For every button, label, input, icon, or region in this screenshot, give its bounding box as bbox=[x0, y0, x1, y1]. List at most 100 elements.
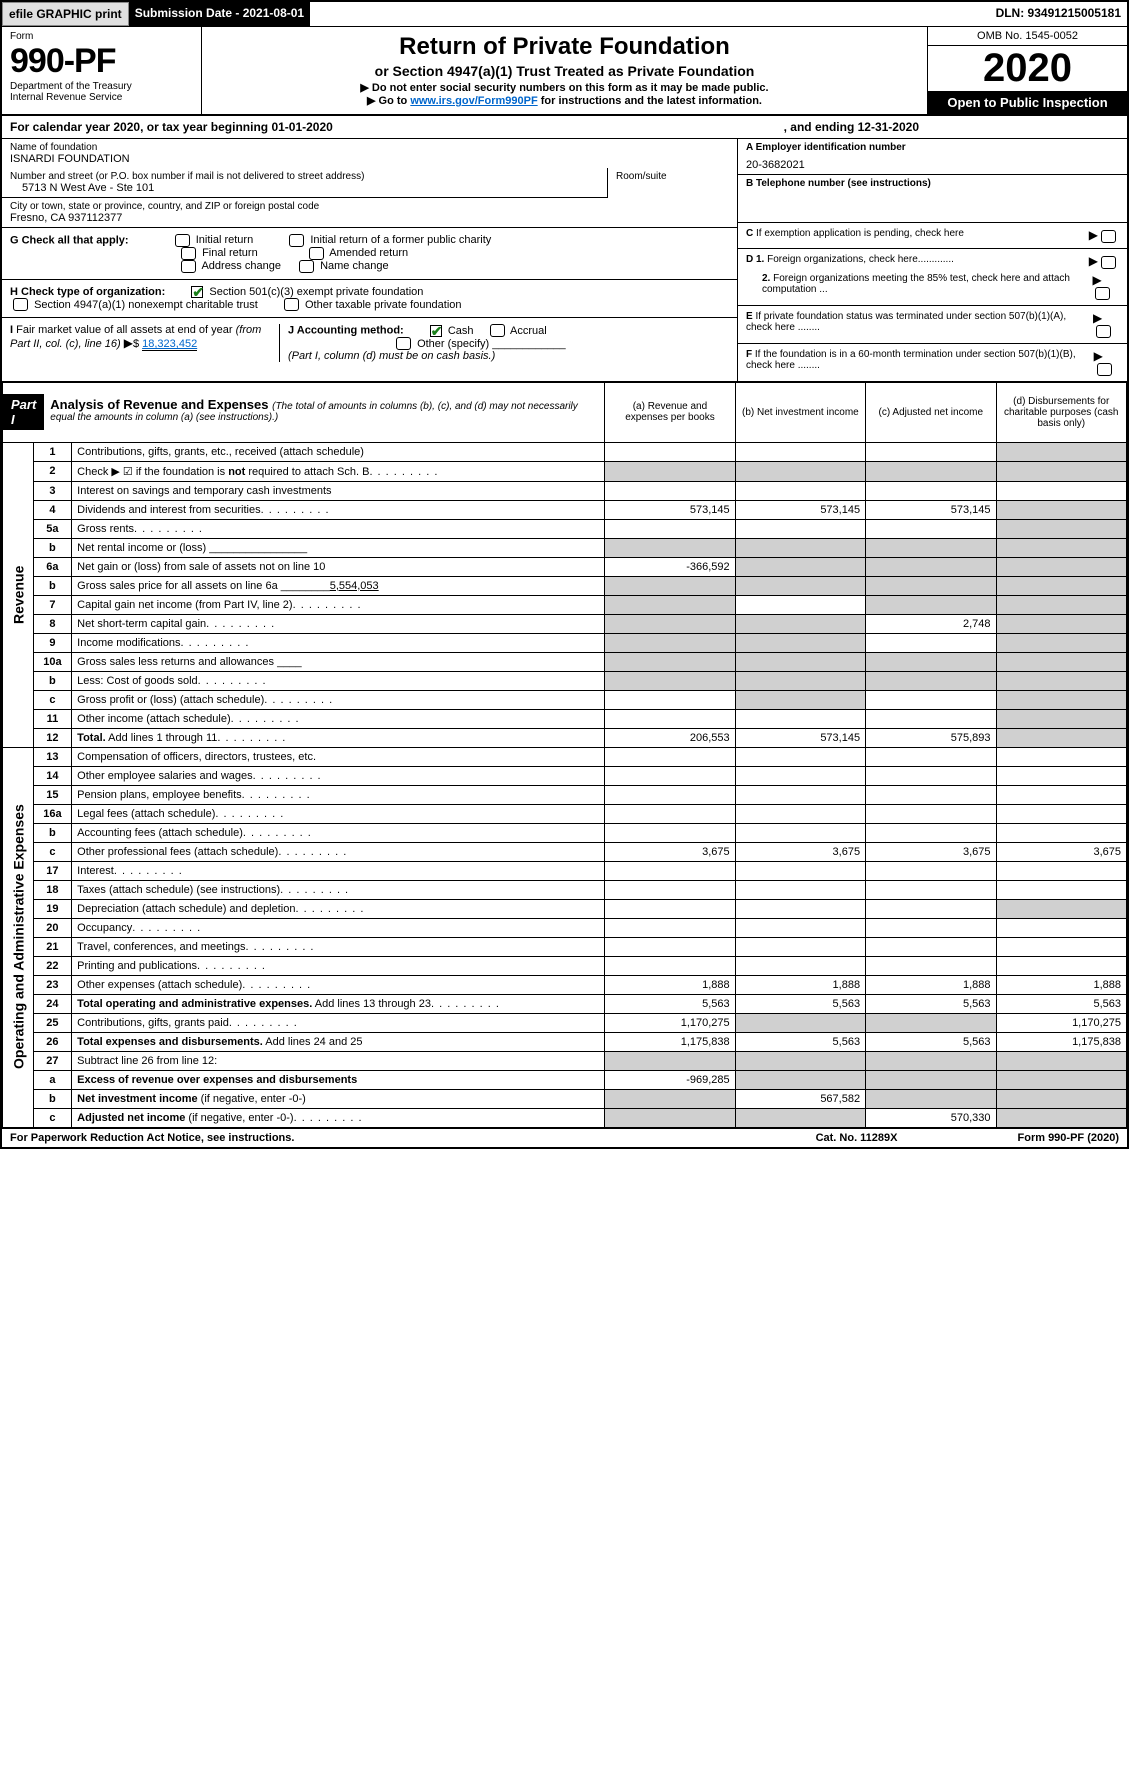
chk-d1[interactable] bbox=[1101, 256, 1116, 269]
amount-cell bbox=[605, 804, 735, 823]
line-description: Excess of revenue over expenses and disb… bbox=[72, 1070, 605, 1089]
amount-cell bbox=[866, 1051, 996, 1070]
amount-cell: 5,563 bbox=[866, 994, 996, 1013]
chk-amended[interactable] bbox=[309, 247, 324, 260]
amount-cell bbox=[735, 576, 865, 595]
footer-left: For Paperwork Reduction Act Notice, see … bbox=[10, 1132, 294, 1144]
amount-cell bbox=[735, 937, 865, 956]
amount-cell: 5,563 bbox=[866, 1032, 996, 1051]
amount-cell bbox=[605, 461, 735, 481]
line-description: Total. Add lines 1 through 11 bbox=[72, 728, 605, 747]
d1-label: Foreign organizations, check here.......… bbox=[767, 254, 954, 265]
opt-other-method: Other (specify) bbox=[417, 338, 489, 350]
chk-501c3[interactable] bbox=[191, 286, 203, 298]
amount-cell bbox=[996, 937, 1127, 956]
chk-4947a1[interactable] bbox=[13, 298, 28, 311]
amount-cell bbox=[996, 500, 1127, 519]
amount-cell bbox=[866, 576, 996, 595]
chk-f[interactable] bbox=[1097, 363, 1112, 376]
efile-button[interactable]: efile GRAPHIC print bbox=[2, 2, 129, 26]
amount-cell: 1,175,838 bbox=[996, 1032, 1127, 1051]
amount-cell bbox=[996, 823, 1127, 842]
address-label: Number and street (or P.O. box number if… bbox=[10, 171, 364, 182]
amount-cell bbox=[866, 880, 996, 899]
part1-title: Analysis of Revenue and Expenses bbox=[50, 397, 272, 412]
amount-cell bbox=[605, 823, 735, 842]
amount-cell: 1,888 bbox=[735, 975, 865, 994]
fmv-assets-link[interactable]: 18,323,452 bbox=[142, 338, 197, 351]
amount-cell bbox=[735, 519, 865, 538]
line-description: Other expenses (attach schedule) bbox=[72, 975, 605, 994]
line-number: 21 bbox=[33, 937, 72, 956]
amount-cell bbox=[866, 823, 996, 842]
line-description: Dividends and interest from securities bbox=[72, 500, 605, 519]
chk-d2[interactable] bbox=[1095, 287, 1110, 300]
opt-initial-former: Initial return of a former public charit… bbox=[310, 234, 491, 246]
form990pf-link[interactable]: www.irs.gov/Form990PF bbox=[410, 95, 537, 107]
amount-cell: 1,170,275 bbox=[996, 1013, 1127, 1032]
amount-cell bbox=[996, 880, 1127, 899]
amount-cell bbox=[735, 1051, 865, 1070]
line-description: Depreciation (attach schedule) and deple… bbox=[72, 899, 605, 918]
amount-cell bbox=[735, 461, 865, 481]
line-number: 25 bbox=[33, 1013, 72, 1032]
chk-other-taxable[interactable] bbox=[284, 298, 299, 311]
chk-address-change[interactable] bbox=[181, 260, 196, 273]
chk-name-change[interactable] bbox=[299, 260, 314, 273]
chk-c[interactable] bbox=[1101, 230, 1116, 243]
line-number: b bbox=[33, 1089, 72, 1108]
amount-cell: 573,145 bbox=[866, 500, 996, 519]
amount-cell bbox=[996, 481, 1127, 500]
section-label: Operating and Administrative Expenses bbox=[3, 747, 34, 1127]
d2-label: Foreign organizations meeting the 85% te… bbox=[762, 273, 1070, 295]
chk-initial-return[interactable] bbox=[175, 234, 190, 247]
line-description: Net rental income or (loss) ____________… bbox=[72, 538, 605, 557]
chk-final-return[interactable] bbox=[181, 247, 196, 260]
amount-cell bbox=[996, 918, 1127, 937]
amount-cell bbox=[996, 652, 1127, 671]
line-number: 17 bbox=[33, 861, 72, 880]
chk-other-method[interactable] bbox=[396, 337, 411, 350]
street-address: 5713 N West Ave - Ste 101 bbox=[10, 182, 599, 194]
amount-cell: 1,175,838 bbox=[605, 1032, 735, 1051]
chk-cash[interactable] bbox=[430, 325, 442, 337]
form-label: Form bbox=[10, 31, 193, 42]
amount-cell bbox=[735, 785, 865, 804]
amount-cell bbox=[735, 557, 865, 576]
line-description: Other employee salaries and wages bbox=[72, 766, 605, 785]
opt-name-change: Name change bbox=[320, 260, 389, 272]
line-description: Adjusted net income (if negative, enter … bbox=[72, 1108, 605, 1127]
amount-cell bbox=[735, 956, 865, 975]
line-number: 16a bbox=[33, 804, 72, 823]
j-label: J Accounting method: bbox=[288, 325, 404, 337]
amount-cell bbox=[996, 633, 1127, 652]
line-number: 8 bbox=[33, 614, 72, 633]
amount-cell bbox=[866, 1013, 996, 1032]
amount-cell: 1,888 bbox=[866, 975, 996, 994]
instruction-2: ▶ Go to www.irs.gov/Form990PF for instru… bbox=[212, 94, 917, 107]
amount-cell bbox=[605, 747, 735, 766]
amount-cell bbox=[735, 861, 865, 880]
opt-accrual: Accrual bbox=[510, 325, 547, 337]
f-label: If the foundation is in a 60-month termi… bbox=[746, 349, 1076, 371]
amount-cell bbox=[866, 538, 996, 557]
amount-cell bbox=[605, 937, 735, 956]
chk-e[interactable] bbox=[1096, 325, 1111, 338]
amount-cell bbox=[996, 1108, 1127, 1127]
line-number: 1 bbox=[33, 442, 72, 461]
amount-cell bbox=[866, 956, 996, 975]
chk-accrual[interactable] bbox=[490, 324, 505, 337]
amount-cell bbox=[605, 956, 735, 975]
amount-cell bbox=[996, 671, 1127, 690]
chk-initial-former[interactable] bbox=[289, 234, 304, 247]
col-b-header: (b) Net investment income bbox=[735, 382, 865, 442]
line-description: Other professional fees (attach schedule… bbox=[72, 842, 605, 861]
line-description: Total expenses and disbursements. Add li… bbox=[72, 1032, 605, 1051]
line-number: 14 bbox=[33, 766, 72, 785]
amount-cell bbox=[735, 614, 865, 633]
amount-cell bbox=[735, 899, 865, 918]
room-label: Room/suite bbox=[616, 171, 667, 182]
amount-cell bbox=[735, 595, 865, 614]
line-number: 19 bbox=[33, 899, 72, 918]
amount-cell: -969,285 bbox=[605, 1070, 735, 1089]
